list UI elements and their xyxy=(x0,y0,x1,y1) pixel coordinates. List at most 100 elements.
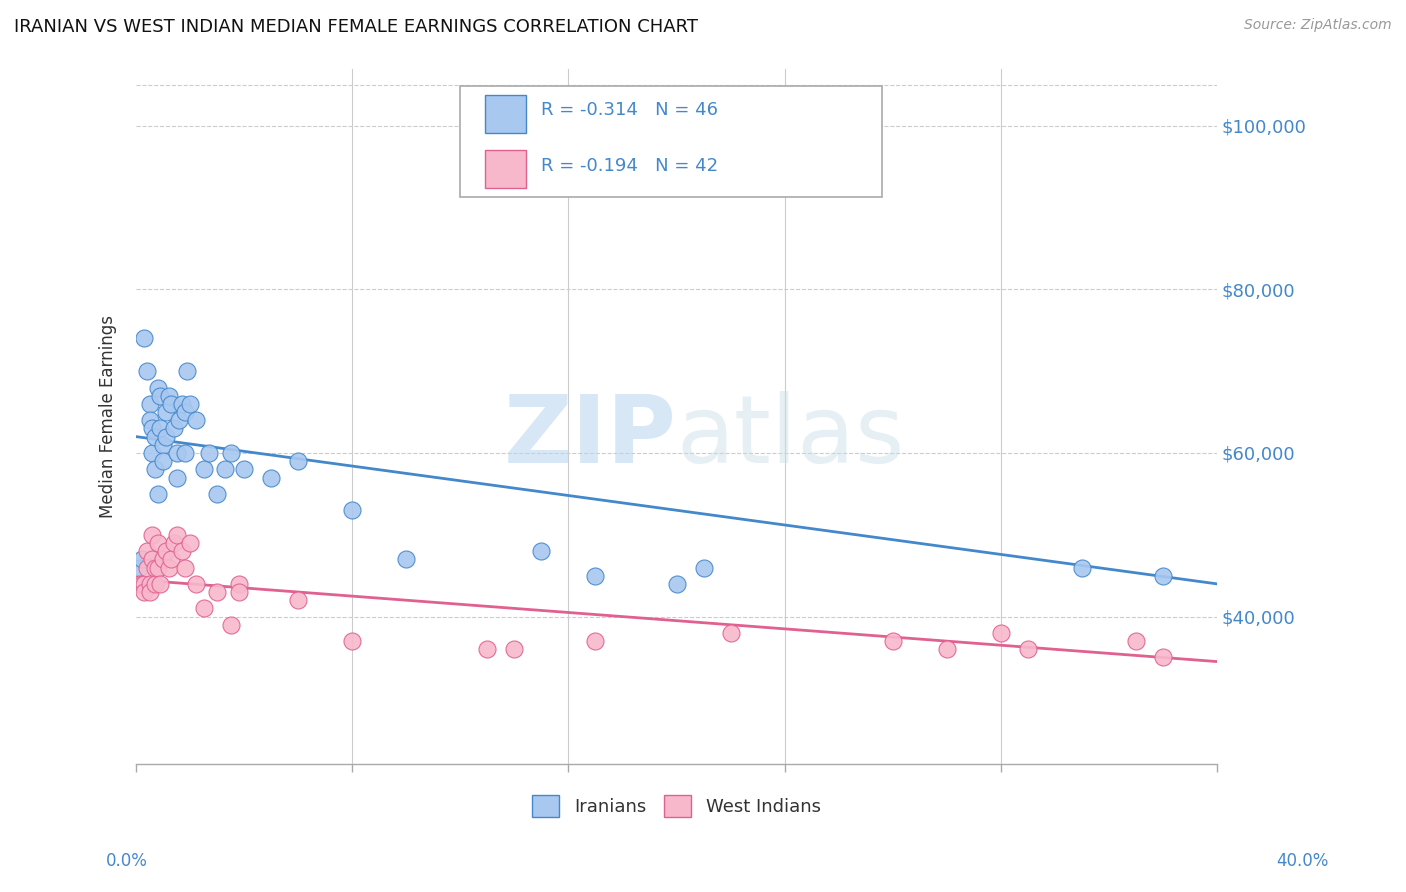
Point xyxy=(193,462,215,476)
Point xyxy=(1017,642,1039,657)
Point xyxy=(166,446,188,460)
Point xyxy=(692,560,714,574)
Point xyxy=(1070,560,1092,574)
Point xyxy=(155,405,177,419)
Point xyxy=(214,462,236,476)
Point xyxy=(152,454,174,468)
Text: Source: ZipAtlas.com: Source: ZipAtlas.com xyxy=(1244,18,1392,32)
Point xyxy=(138,585,160,599)
Text: ZIP: ZIP xyxy=(503,391,676,483)
Point xyxy=(882,634,904,648)
Point xyxy=(205,487,228,501)
Point xyxy=(1125,634,1147,648)
Point xyxy=(149,577,172,591)
Point xyxy=(134,331,156,345)
Point xyxy=(503,642,526,657)
Point xyxy=(146,536,169,550)
Point xyxy=(141,528,163,542)
Point xyxy=(173,446,195,460)
Point xyxy=(160,552,183,566)
Legend: Iranians, West Indians: Iranians, West Indians xyxy=(524,788,828,824)
Point xyxy=(287,454,309,468)
Point xyxy=(193,601,215,615)
Point xyxy=(1152,650,1174,665)
Point xyxy=(935,642,957,657)
Point xyxy=(157,389,180,403)
Point xyxy=(219,446,242,460)
Point xyxy=(131,577,153,591)
Point xyxy=(179,536,201,550)
Point xyxy=(146,487,169,501)
Point xyxy=(149,389,172,403)
Point xyxy=(157,560,180,574)
Point xyxy=(173,405,195,419)
Point xyxy=(134,585,156,599)
Point xyxy=(530,544,553,558)
Text: IRANIAN VS WEST INDIAN MEDIAN FEMALE EARNINGS CORRELATION CHART: IRANIAN VS WEST INDIAN MEDIAN FEMALE EAR… xyxy=(14,18,697,36)
Point xyxy=(143,560,166,574)
Point xyxy=(287,593,309,607)
Point xyxy=(135,560,157,574)
Point xyxy=(260,470,283,484)
Point xyxy=(160,397,183,411)
Point xyxy=(146,560,169,574)
Point xyxy=(141,552,163,566)
Point xyxy=(149,421,172,435)
Point xyxy=(990,626,1012,640)
Point xyxy=(205,585,228,599)
Point xyxy=(170,397,193,411)
Point xyxy=(134,577,156,591)
Point xyxy=(166,528,188,542)
Point xyxy=(135,364,157,378)
FancyBboxPatch shape xyxy=(460,86,882,197)
FancyBboxPatch shape xyxy=(485,150,526,188)
Point xyxy=(152,438,174,452)
Point xyxy=(155,544,177,558)
Point xyxy=(169,413,191,427)
Point xyxy=(176,364,198,378)
Point xyxy=(179,397,201,411)
Point xyxy=(395,552,418,566)
Text: 0.0%: 0.0% xyxy=(105,852,148,870)
Point xyxy=(143,462,166,476)
Point xyxy=(155,429,177,443)
Point xyxy=(135,544,157,558)
Point xyxy=(170,544,193,558)
Point xyxy=(342,634,364,648)
Point xyxy=(138,413,160,427)
Point xyxy=(585,634,607,648)
Text: R = -0.314   N = 46: R = -0.314 N = 46 xyxy=(541,101,718,120)
Point xyxy=(131,552,153,566)
Point xyxy=(665,577,688,591)
Point xyxy=(143,429,166,443)
Point xyxy=(720,626,742,640)
FancyBboxPatch shape xyxy=(485,95,526,133)
Point xyxy=(152,552,174,566)
Point xyxy=(138,577,160,591)
Point xyxy=(228,577,250,591)
Point xyxy=(184,413,207,427)
Point xyxy=(342,503,364,517)
Point xyxy=(146,380,169,394)
Text: 40.0%: 40.0% xyxy=(1277,852,1329,870)
Text: R = -0.194   N = 42: R = -0.194 N = 42 xyxy=(541,157,718,175)
Point xyxy=(141,446,163,460)
Point xyxy=(141,421,163,435)
Point xyxy=(163,421,186,435)
Point xyxy=(477,642,499,657)
Point xyxy=(143,577,166,591)
Point xyxy=(228,585,250,599)
Point xyxy=(163,536,186,550)
Point xyxy=(128,560,150,574)
Point xyxy=(173,560,195,574)
Point xyxy=(233,462,256,476)
Y-axis label: Median Female Earnings: Median Female Earnings xyxy=(100,315,117,517)
Point xyxy=(219,617,242,632)
Text: atlas: atlas xyxy=(676,391,904,483)
Point xyxy=(1152,568,1174,582)
Point xyxy=(138,397,160,411)
Point xyxy=(184,577,207,591)
Point xyxy=(128,577,150,591)
Point xyxy=(585,568,607,582)
Point xyxy=(198,446,221,460)
